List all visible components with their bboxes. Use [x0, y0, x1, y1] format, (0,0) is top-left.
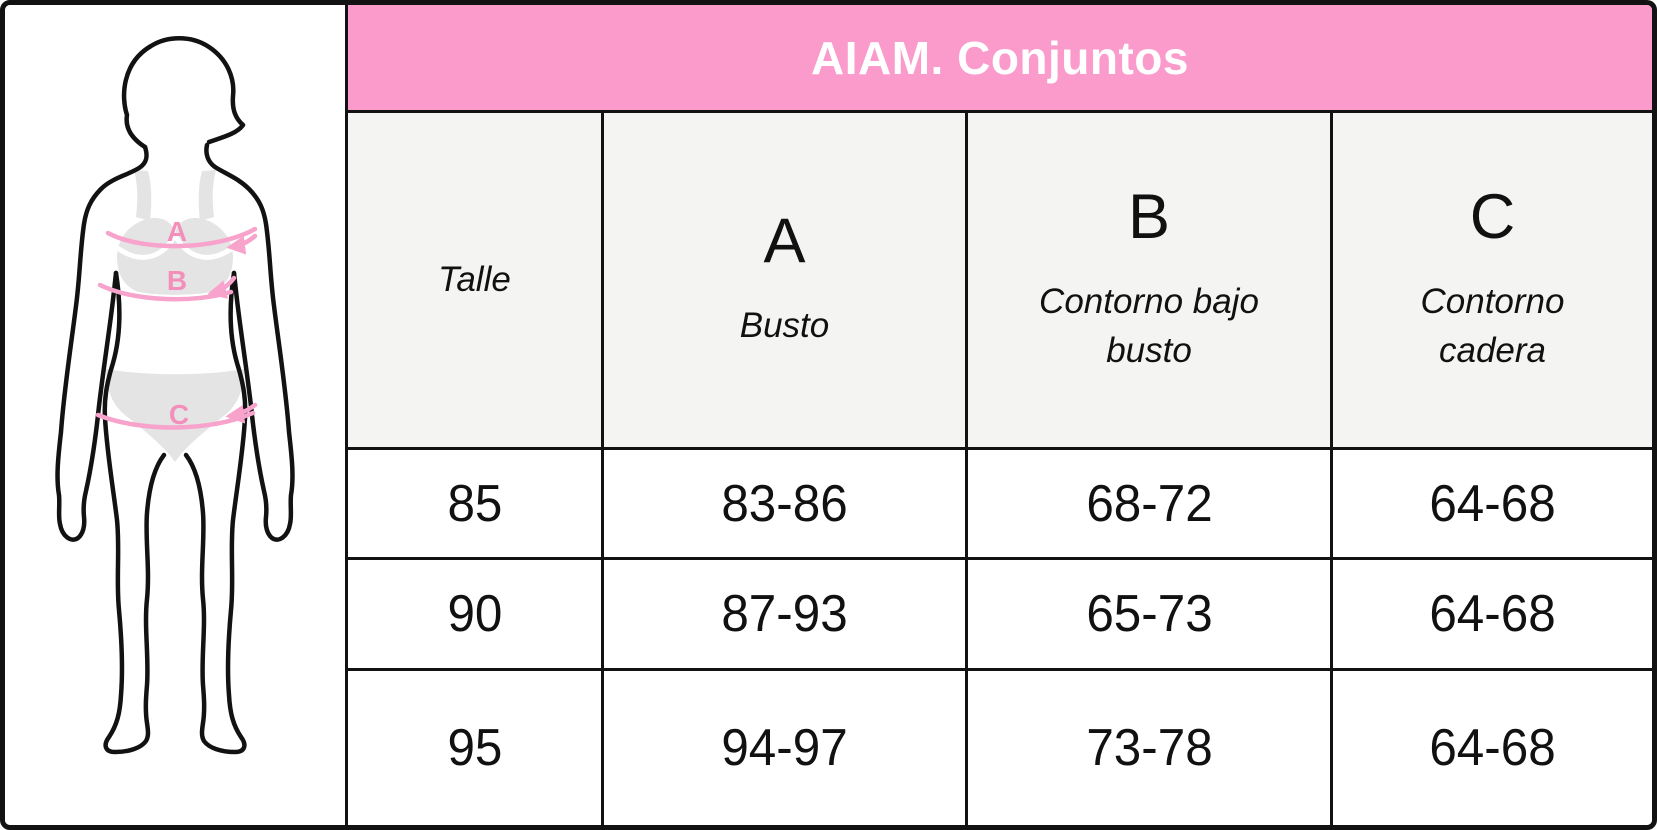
value-cadera-85: 64-68	[1429, 474, 1556, 533]
figure-label-bust: A	[167, 216, 187, 247]
underbust-arrowhead	[207, 275, 237, 299]
left-arm-outline	[55, 144, 149, 542]
bust-measure-arrow	[105, 226, 258, 249]
value-busto-85: 83-86	[721, 474, 848, 533]
column-name-busto: Busto	[739, 306, 830, 345]
size-table: AIAM. Conjuntos Talle A Busto B Contorno…	[348, 5, 1652, 825]
value-cadera-90: 64-68	[1429, 585, 1556, 643]
cell-busto-90: 87-93	[601, 557, 965, 668]
column-name-cadera: Contorno cadera	[1420, 281, 1565, 370]
cell-bajo-busto-90: 65-73	[965, 557, 1330, 668]
column-letter-b: B	[1127, 181, 1171, 252]
hair-outline	[121, 36, 246, 150]
header-cell-talle: Talle	[348, 113, 601, 447]
right-torso-outline	[228, 270, 248, 421]
cell-talle-95: 95	[348, 668, 601, 825]
hip-arrowhead	[225, 402, 258, 424]
cell-bajo-busto-95: 73-78	[965, 668, 1330, 825]
column-letter-a: A	[763, 206, 806, 276]
cell-cadera-85: 64-68	[1330, 447, 1652, 557]
value-talle-85: 85	[447, 474, 502, 533]
cell-busto-95: 94-97	[601, 668, 965, 825]
talle-header-label: Talle	[438, 260, 511, 299]
cell-bajo-busto-85: 68-72	[965, 447, 1330, 557]
figure-label-hip: C	[169, 399, 189, 430]
value-busto-95: 94-97	[721, 719, 848, 777]
table-title: AIAM. Conjuntos	[811, 31, 1189, 84]
cell-cadera-95: 64-68	[1330, 668, 1652, 825]
left-torso-outline	[102, 270, 122, 421]
cell-talle-85: 85	[348, 447, 601, 557]
body-measurement-figure: A B C	[55, 36, 295, 755]
cell-cadera-90: 64-68	[1330, 557, 1652, 668]
right-leg-outline	[183, 415, 248, 755]
cell-busto-85: 83-86	[601, 447, 965, 557]
value-talle-95: 95	[447, 719, 502, 777]
cell-talle-90: 90	[348, 557, 601, 668]
bust-arrowhead	[226, 233, 258, 255]
value-busto-90: 87-93	[721, 585, 848, 643]
size-grid: Talle A Busto B Contorno bajo busto C Co…	[348, 113, 1652, 825]
left-leg-outline	[102, 415, 167, 755]
value-bajo-busto-90: 65-73	[1085, 585, 1213, 643]
column-name-bajo-busto: Contorno bajo busto	[1039, 281, 1259, 370]
measurement-figure-panel: A B C	[5, 5, 348, 825]
header-cell-busto: A Busto	[601, 113, 965, 447]
bra-shape	[116, 170, 234, 295]
value-talle-90: 90	[447, 585, 502, 643]
panties-shape	[106, 369, 244, 462]
header-cell-cadera: C Contorno cadera	[1330, 113, 1652, 447]
header-cell-bajo-busto: B Contorno bajo busto	[965, 113, 1330, 447]
table-title-banner: AIAM. Conjuntos	[348, 5, 1652, 113]
value-bajo-busto-85: 68-72	[1085, 474, 1213, 533]
value-bajo-busto-95: 73-78	[1085, 719, 1213, 777]
right-arm-outline	[204, 142, 295, 542]
figure-label-underbust: B	[167, 265, 187, 296]
column-letter-c: C	[1469, 181, 1516, 252]
value-cadera-95: 64-68	[1429, 719, 1556, 777]
